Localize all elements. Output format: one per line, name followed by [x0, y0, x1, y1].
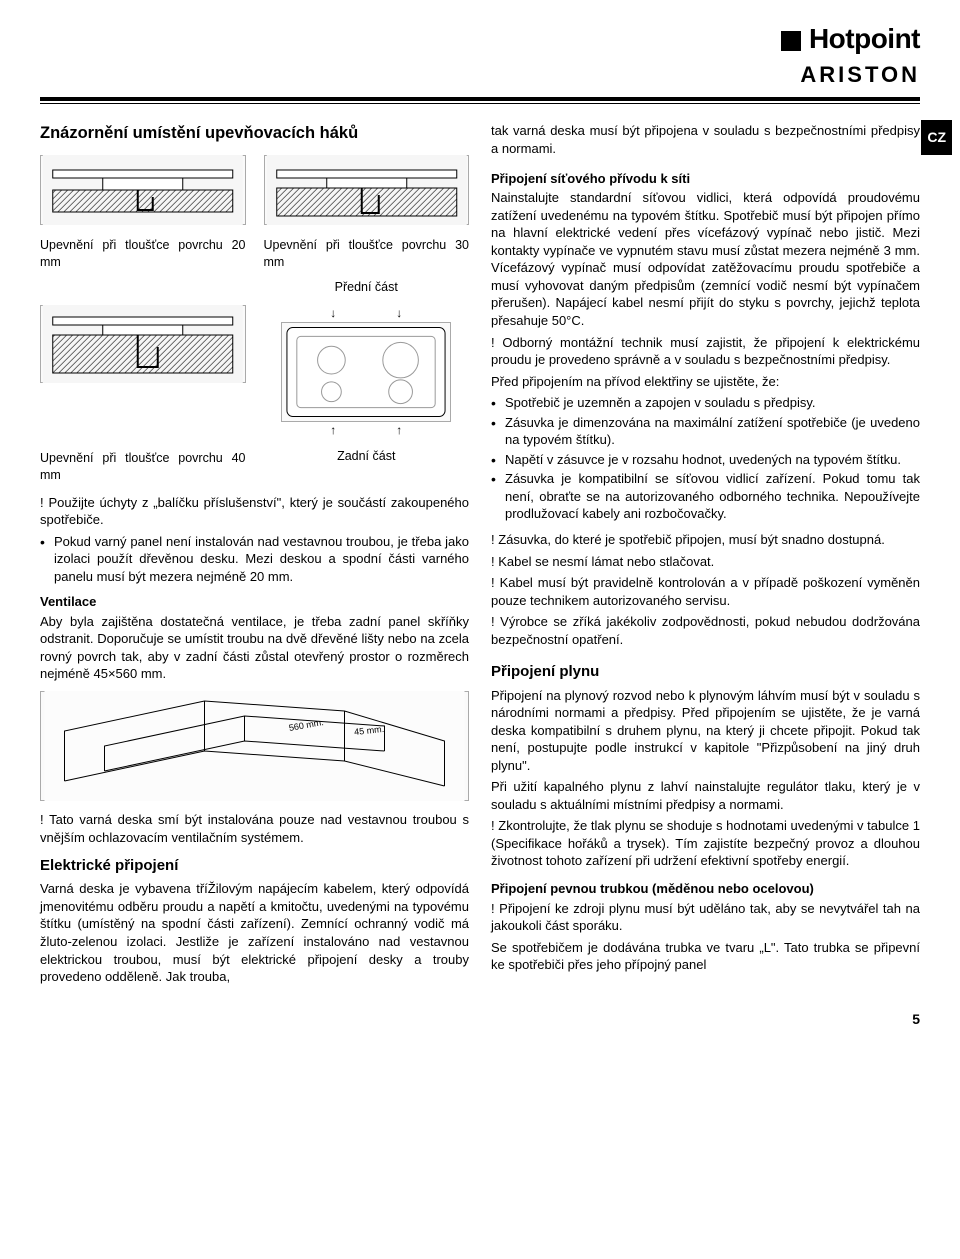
oven-bullet: Pokud varný panel není instalován nad ve…: [40, 533, 469, 586]
brand-name: Hotpoint: [809, 20, 920, 58]
page-number: 5: [40, 1010, 920, 1029]
mains-bullet-4: Zásuvka je kompatibilní se síťovou vidli…: [491, 470, 920, 523]
mains-bullet-1: Spotřebič je uzemněn a zapojen v souladu…: [491, 394, 920, 412]
mains-warn-2: ! Kabel se nesmí lámat nebo stlačovat.: [491, 553, 920, 571]
gas-p2: Při užití kapalného plynu z lahví nainst…: [491, 778, 920, 813]
continuation-text: tak varná deska musí být připojena v sou…: [491, 122, 920, 157]
cooling-warning: ! Tato varná deska smí být instalována p…: [40, 811, 469, 846]
electric-text: Varná deska je vybavena tříŽilovým napáj…: [40, 880, 469, 985]
hook-label-20: Upevnění při tloušťce povrchu 20 mm: [40, 237, 246, 271]
rigid-p1: ! Připojení ke zdroji plynu musí být udě…: [491, 900, 920, 935]
hook-diagram-20-img: [40, 155, 246, 225]
hooks-title: Znázornění umístění upevňovacích háků: [40, 122, 469, 144]
panel-top-view-icon: [281, 322, 451, 422]
mains-p1: Nainstalujte standardní síťovou vidlici,…: [491, 189, 920, 329]
mains-bullet-3: Napětí v zásuvce je v rozsahu hodnot, uv…: [491, 451, 920, 469]
rigid-heading: Připojení pevnou trubkou (měděnou nebo o…: [491, 880, 920, 898]
hook-diagram-20: [40, 155, 246, 225]
electric-heading: Elektrické připojení: [40, 856, 469, 876]
ventilation-diagram: 560 mm. 45 mm.: [40, 691, 469, 801]
divider-thick: [40, 97, 920, 101]
language-tab: CZ: [921, 120, 952, 155]
right-column: tak varná deska musí být připojena v sou…: [491, 122, 920, 989]
left-column: Znázornění umístění upevňovacích háků: [40, 122, 469, 989]
hook-label-30: Upevnění při tloušťce povrchu 30 mm: [264, 237, 470, 271]
rear-label: Zadní část: [264, 448, 470, 465]
ventilation-text: Aby byla zajištěna dostatečná ventilace,…: [40, 613, 469, 683]
mains-p3: Před připojením na přívod elektřiny se u…: [491, 373, 920, 391]
mains-warn-4: ! Výrobce se zříká jakékoliv zodpovědnos…: [491, 613, 920, 648]
brand-square-icon: [781, 31, 801, 51]
ventilation-heading: Ventilace: [40, 593, 469, 611]
hook-diagram-30-img: [264, 155, 470, 225]
brand-block: Hotpoint ARISTON: [40, 20, 920, 89]
brand-subname: ARISTON: [40, 60, 920, 90]
front-label: Přední část: [264, 279, 470, 296]
gas-p1: Připojení na plynový rozvod nebo k plyno…: [491, 687, 920, 775]
accessories-note: ! Použijte úchyty z „balíčku příslušenst…: [40, 494, 469, 529]
hook-diagram-40-img: [40, 305, 246, 383]
gas-p3: ! Zkontrolujte, že tlak plynu se shoduje…: [491, 817, 920, 870]
hook-diagram-30: [264, 155, 470, 225]
rigid-p2: Se spotřebičem je dodávána trubka ve tva…: [491, 939, 920, 974]
mains-warn-3: ! Kabel musí být pravidelně kontrolován …: [491, 574, 920, 609]
mains-bullet-2: Zásuvka je dimenzována na maximální zatí…: [491, 414, 920, 449]
mains-heading: Připojení síťového přívodu k síti: [491, 170, 920, 188]
brand-logo: Hotpoint: [781, 20, 920, 58]
gas-heading: Připojení plynu: [491, 662, 920, 682]
hook-label-40: Upevnění při tloušťce povrchu 40 mm: [40, 450, 246, 484]
divider-thin: [40, 103, 920, 104]
mains-warn-1: ! Zásuvka, do které je spotřebič připoje…: [491, 531, 920, 549]
panel-schematic: ↓ ↓ ↑ ↑: [264, 305, 470, 437]
hook-diagram-40: [40, 305, 246, 437]
mains-p2: ! Odborný montážní technik musí zajistit…: [491, 334, 920, 369]
